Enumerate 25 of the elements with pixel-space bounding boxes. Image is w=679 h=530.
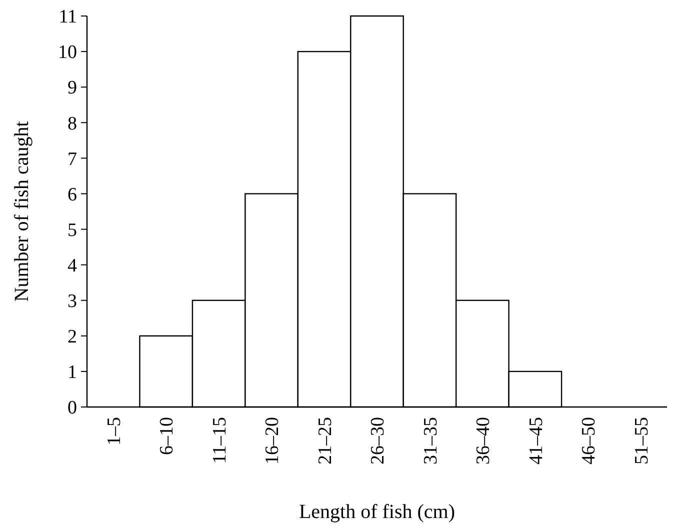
x-tick-label: 6–10 [156, 417, 178, 455]
y-tick-label: 4 [68, 255, 78, 276]
y-axis-title: Number of fish caught [11, 120, 33, 302]
y-tick-label: 8 [68, 113, 77, 134]
y-tick-label: 7 [68, 148, 77, 170]
x-tick-label: 41–45 [526, 417, 547, 464]
x-tick-label: 1–5 [104, 417, 126, 446]
x-tick-label: 26–30 [368, 417, 389, 464]
y-tick-label: 2 [68, 326, 77, 348]
x-tick-label: 31–35 [420, 417, 442, 464]
y-tick-label: 9 [68, 78, 77, 99]
x-tick-label: 46–50 [578, 417, 600, 464]
y-tick-label: 10 [58, 42, 77, 64]
x-axis-title: Length of fish (cm) [298, 501, 456, 523]
y-tick-label: 0 [68, 398, 77, 419]
x-tick-label: 51–55 [631, 417, 652, 464]
x-tick-label: 11–15 [209, 417, 230, 464]
y-tick-label: 1 [68, 362, 77, 384]
y-tick-label: 6 [68, 184, 77, 206]
x-tick-label: 16–20 [262, 417, 284, 464]
y-tick-label: 3 [68, 291, 77, 312]
x-tick-label: 36–40 [473, 417, 494, 464]
y-tick-label: 5 [68, 220, 77, 241]
y-tick-label: 11 [58, 6, 77, 28]
x-tick-label: 21–25 [314, 417, 336, 464]
